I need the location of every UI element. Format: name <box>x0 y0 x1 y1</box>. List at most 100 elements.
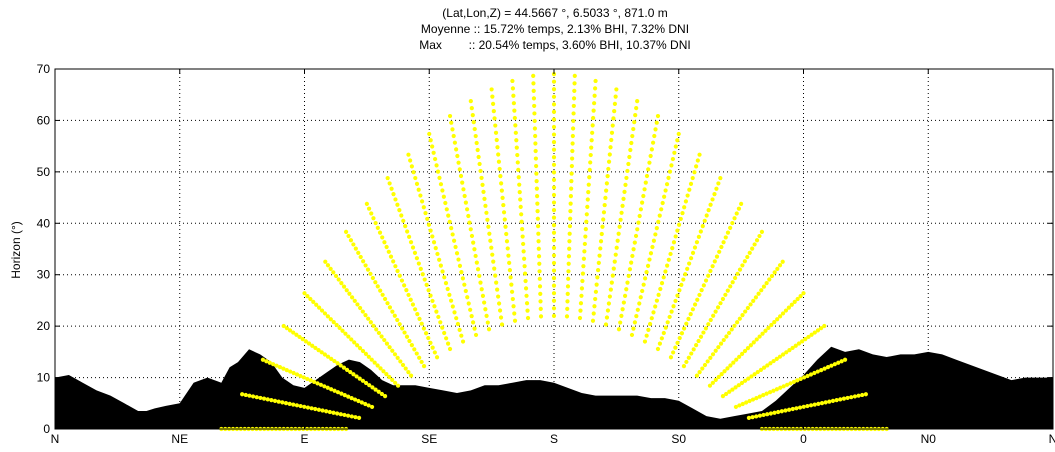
sun-point <box>632 119 637 125</box>
y-axis-label: Horizon (°) <box>9 221 23 278</box>
sun-point <box>551 170 557 175</box>
sun-path-arc <box>328 283 780 432</box>
sun-point <box>405 229 410 234</box>
sun-point <box>328 266 333 271</box>
sun-point <box>784 350 789 355</box>
sun-point <box>616 327 622 332</box>
sun-point <box>659 207 664 212</box>
sun-point <box>462 193 467 199</box>
sun-point <box>712 259 717 264</box>
sun-point <box>297 334 302 340</box>
sun-point <box>502 217 507 222</box>
sun-point <box>331 270 336 275</box>
sun-point <box>452 238 457 243</box>
sun-point <box>382 240 387 245</box>
sun-point <box>772 320 777 325</box>
sun-point <box>465 295 470 300</box>
sun-point <box>845 395 850 401</box>
sun-point <box>730 387 735 392</box>
sun-point <box>418 266 423 271</box>
sun-point <box>582 241 587 247</box>
sun-point <box>316 348 321 353</box>
sun-path-arc <box>266 162 842 432</box>
sun-point <box>629 260 634 265</box>
sun-point <box>720 394 726 399</box>
sun-point <box>551 102 557 107</box>
sun-point <box>334 322 339 328</box>
sun-point <box>517 189 522 195</box>
sun-point <box>472 126 477 132</box>
sun-point <box>664 182 670 187</box>
sun-point <box>822 366 827 371</box>
sun-point <box>264 359 269 364</box>
sun-point <box>742 348 748 354</box>
sun-point <box>250 394 256 399</box>
sun-point <box>630 133 635 139</box>
sun-point <box>458 173 464 179</box>
sun-point <box>240 392 245 397</box>
sun-point <box>280 400 285 405</box>
sun-point <box>551 132 557 137</box>
sun-point <box>337 325 342 330</box>
sun-point <box>518 197 523 202</box>
sun-point <box>638 295 643 300</box>
sun-point <box>515 160 520 165</box>
sun-point <box>836 360 841 365</box>
sun-point <box>635 227 640 232</box>
sun-point <box>683 272 688 277</box>
sun-point <box>338 363 343 368</box>
sun-point <box>860 392 865 398</box>
sun-point <box>688 181 694 186</box>
sun-point <box>665 263 670 268</box>
sun-point <box>673 234 678 239</box>
sun-point <box>551 313 557 318</box>
sun-point <box>721 337 726 343</box>
sun-point <box>647 257 652 262</box>
sun-point <box>649 147 654 152</box>
sun-point <box>682 326 687 331</box>
sun-point <box>609 130 615 135</box>
sun-point <box>410 302 416 307</box>
sun-point <box>457 263 463 268</box>
sun-point <box>333 273 339 279</box>
sun-point <box>440 269 445 274</box>
sun-point <box>604 188 609 193</box>
sun-point <box>532 103 537 109</box>
sun-path-arc <box>285 200 823 432</box>
sun-point <box>534 163 539 169</box>
sun-point <box>839 359 844 364</box>
sun-point <box>659 336 664 341</box>
sun-point <box>679 282 684 287</box>
sun-point <box>627 154 632 160</box>
sun-point <box>551 208 557 213</box>
sun-point <box>678 216 683 222</box>
sun-point <box>461 187 466 192</box>
sun-point <box>489 245 494 250</box>
sun-point <box>371 323 376 328</box>
sun-point <box>495 145 500 150</box>
sun-point <box>659 281 665 286</box>
sun-point <box>708 268 713 274</box>
sun-point <box>657 341 663 346</box>
sun-point <box>480 182 485 187</box>
sun-point <box>551 109 557 115</box>
sun-point <box>672 150 677 155</box>
sun-point <box>512 108 517 113</box>
sun-point <box>716 374 721 380</box>
sun-point <box>713 377 718 383</box>
sun-point <box>768 361 773 366</box>
sun-point <box>778 385 783 390</box>
sun-point <box>567 231 572 236</box>
sun-point <box>714 186 719 191</box>
sun-point <box>455 153 460 159</box>
sun-point <box>572 88 577 93</box>
sun-point <box>520 234 525 239</box>
sun-point <box>538 291 543 296</box>
sun-point <box>506 253 511 258</box>
sun-point <box>736 206 742 211</box>
sun-point <box>675 138 680 143</box>
sun-point <box>516 175 521 180</box>
sun-path-arc <box>254 140 854 432</box>
sun-point <box>243 392 248 398</box>
sun-point <box>346 394 351 399</box>
